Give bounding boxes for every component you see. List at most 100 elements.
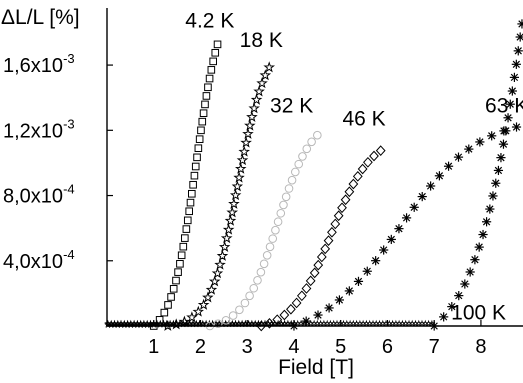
data-point	[409, 202, 419, 212]
data-point	[352, 170, 363, 182]
data-point	[454, 291, 464, 301]
y-tick-label: 1,2x10-3	[3, 116, 75, 142]
data-point	[176, 260, 184, 268]
data-point	[334, 295, 344, 305]
data-point	[201, 100, 209, 109]
x-tick-label: 3	[242, 336, 253, 358]
data-point	[259, 69, 272, 81]
data-point	[363, 156, 373, 168]
data-point	[426, 181, 436, 191]
data-point	[183, 216, 192, 225]
data-point	[250, 93, 263, 105]
data-point	[160, 308, 169, 317]
data-point	[224, 214, 237, 226]
data-point	[330, 218, 341, 230]
data-point	[313, 310, 323, 320]
data-point	[298, 152, 307, 161]
data-point	[256, 267, 266, 277]
data-point	[240, 298, 250, 308]
data-point	[276, 208, 286, 218]
data-point	[259, 259, 269, 269]
data-point	[191, 162, 200, 171]
data-point	[234, 162, 247, 174]
data-point	[439, 312, 449, 322]
data-point	[185, 207, 193, 216]
data-point	[273, 217, 283, 227]
data-point	[487, 131, 497, 141]
y-tick-label: 8,0x10-4	[3, 182, 75, 208]
data-point	[464, 144, 474, 154]
data-point	[164, 301, 172, 309]
y-axis-title: ΔL/L [%]	[1, 6, 80, 29]
data-point	[240, 136, 252, 148]
data-point	[279, 200, 288, 210]
data-point	[186, 198, 195, 207]
data-point	[302, 144, 312, 154]
data-point	[324, 303, 334, 313]
data-point	[394, 224, 404, 234]
data-point	[197, 126, 205, 135]
data-point	[228, 197, 240, 209]
data-point	[265, 242, 275, 252]
data-point	[211, 267, 224, 279]
series-label: 100 K	[451, 301, 506, 324]
data-point	[213, 319, 223, 329]
data-point	[371, 256, 381, 266]
data-point	[353, 276, 364, 287]
data-point	[511, 59, 521, 69]
data-point	[262, 250, 272, 260]
data-point	[226, 206, 239, 218]
data-point	[199, 109, 208, 118]
data-point	[517, 19, 523, 29]
data-point	[369, 150, 379, 162]
data-point	[509, 72, 520, 82]
data-point	[307, 137, 316, 147]
series-label: 46 K	[342, 107, 385, 130]
data-point	[272, 314, 283, 326]
data-point	[475, 137, 485, 147]
data-point	[344, 186, 355, 198]
data-point	[401, 213, 412, 223]
data-point	[256, 77, 268, 89]
data-point	[167, 293, 175, 301]
data-point	[178, 315, 191, 327]
data-point	[290, 167, 300, 177]
plot-marks	[104, 19, 523, 332]
data-point	[386, 234, 396, 245]
data-point	[181, 234, 189, 242]
data-point	[501, 126, 511, 136]
data-point	[488, 191, 498, 201]
data-point	[379, 245, 389, 255]
x-tick-label: 6	[382, 336, 393, 358]
x-tick-label: 1	[148, 336, 159, 358]
data-point	[220, 232, 233, 244]
data-point	[213, 40, 222, 49]
data-point	[434, 171, 445, 181]
data-point	[281, 192, 291, 202]
data-point	[493, 165, 504, 176]
data-point	[460, 279, 470, 289]
x-axis-title: Field [T]	[278, 356, 354, 379]
data-point	[193, 153, 201, 162]
data-point	[233, 171, 245, 183]
data-point	[323, 235, 334, 246]
data-point	[207, 66, 216, 74]
data-point	[155, 316, 164, 324]
data-point	[286, 303, 296, 315]
data-point	[294, 159, 304, 169]
data-point	[204, 83, 212, 92]
data-point	[287, 175, 297, 185]
data-point	[188, 189, 196, 198]
data-point	[195, 135, 204, 143]
data-point	[169, 285, 178, 293]
data-point	[256, 320, 267, 332]
data-point	[192, 305, 204, 317]
data-point	[340, 194, 351, 206]
data-point	[357, 163, 368, 175]
data-point	[231, 180, 244, 192]
series-label: 63 K	[485, 94, 523, 117]
data-point	[179, 242, 188, 251]
data-point	[202, 291, 214, 303]
y-tick-label: 1,6x10-3	[3, 51, 75, 77]
data-point	[320, 243, 331, 255]
